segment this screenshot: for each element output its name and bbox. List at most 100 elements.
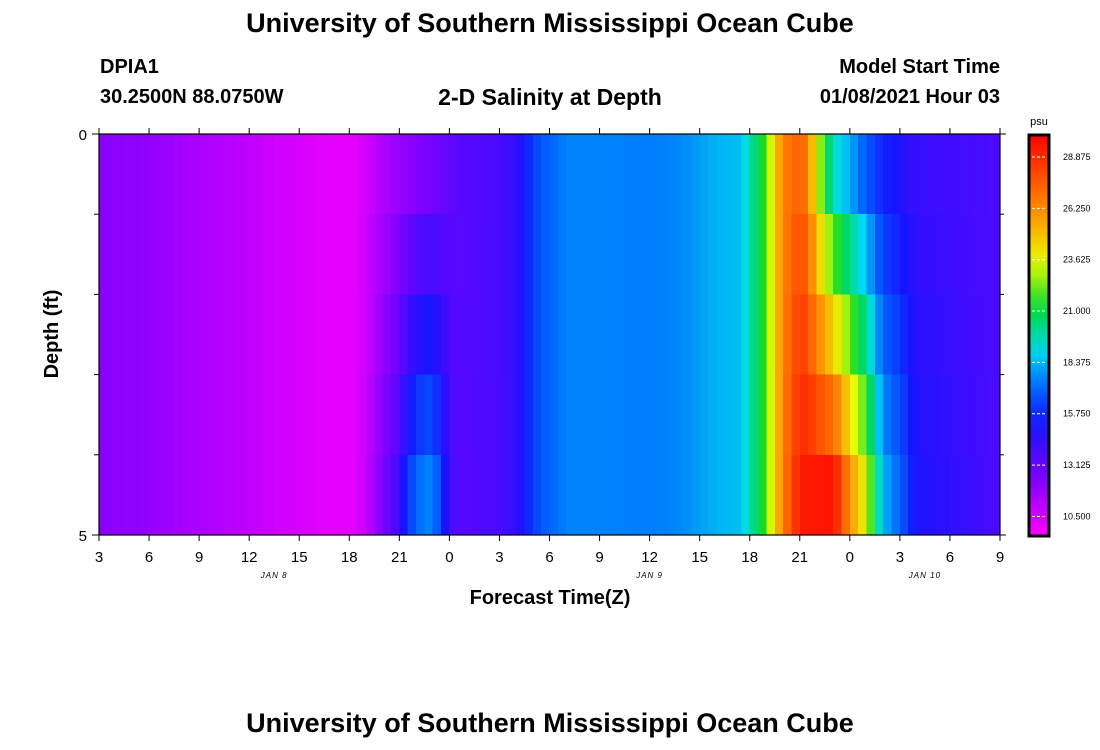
heatmap-cell xyxy=(682,374,692,456)
heatmap-cell xyxy=(541,374,551,456)
heatmap-cell xyxy=(933,134,943,155)
heatmap-cell xyxy=(649,454,659,536)
heatmap-cell xyxy=(557,154,567,215)
heatmap-cell xyxy=(607,294,617,376)
heatmap-cell xyxy=(758,154,767,215)
heatmap-cell xyxy=(507,214,517,295)
heatmap-cell xyxy=(582,154,592,215)
heatmap-cell xyxy=(616,294,626,376)
heatmap-cell xyxy=(207,374,217,456)
heatmap-cell xyxy=(649,154,659,215)
heatmap-cell xyxy=(282,374,292,456)
heatmap-cell xyxy=(457,214,467,295)
heatmap-cell xyxy=(841,134,851,155)
heatmap-cell xyxy=(482,374,492,456)
heatmap-cell xyxy=(224,454,234,536)
heatmap-cell xyxy=(833,294,843,376)
heatmap-cell xyxy=(866,214,876,295)
heatmap-cell xyxy=(758,214,767,295)
heatmap-cell xyxy=(441,374,450,456)
heatmap-cell xyxy=(949,154,959,215)
heatmap-cell xyxy=(974,454,984,536)
heatmap-cell xyxy=(124,454,133,536)
heatmap-cell xyxy=(224,294,234,376)
heatmap-cell xyxy=(466,374,476,456)
model-start-value: 01/08/2021 Hour 03 xyxy=(819,86,1000,108)
x-tick-label: 12 xyxy=(641,549,658,566)
heatmap-cell xyxy=(215,214,225,295)
heatmap-cell xyxy=(632,374,642,456)
heatmap-cell xyxy=(682,154,692,215)
heatmap-cell xyxy=(699,294,709,376)
colorbar-ramp xyxy=(1029,135,1049,536)
heatmap-cell xyxy=(816,134,826,155)
x-tick-label: 6 xyxy=(145,549,153,566)
heatmap-cell xyxy=(799,454,809,536)
heatmap-cell xyxy=(682,294,692,376)
heatmap-cell xyxy=(841,454,851,536)
x-tick-label: 9 xyxy=(595,549,603,566)
heatmap-cell xyxy=(582,374,592,456)
heatmap-cell xyxy=(549,214,559,295)
heatmap-cell xyxy=(724,454,734,536)
heatmap-cell xyxy=(207,134,217,155)
heatmap-cell xyxy=(315,294,325,376)
heatmap-cell xyxy=(524,294,534,376)
heatmap-cell xyxy=(682,454,692,536)
heatmap-cell xyxy=(649,294,659,376)
heatmap-cell xyxy=(507,454,517,536)
heatmap-cell xyxy=(549,294,559,376)
heatmap-cell xyxy=(799,294,809,376)
heatmap-cell xyxy=(616,154,626,215)
heatmap-cell xyxy=(249,154,259,215)
heatmap-cell xyxy=(157,294,167,376)
heatmap-cell xyxy=(107,294,117,376)
heatmap-cell xyxy=(149,374,158,456)
heatmap-cell xyxy=(908,294,918,376)
heatmap-cell xyxy=(741,154,751,215)
heatmap-cell xyxy=(332,154,342,215)
colorbar-tick-label: 21.000 xyxy=(1063,306,1091,316)
heatmap-cell xyxy=(474,214,484,295)
heatmap-cell xyxy=(99,454,108,536)
heatmap-cell xyxy=(624,134,634,155)
heatmap-cell xyxy=(549,134,559,155)
heatmap-cell xyxy=(257,294,267,376)
heatmap-cell xyxy=(799,214,809,295)
heatmap-cell xyxy=(232,214,242,295)
heatmap-cell xyxy=(432,214,442,295)
heatmap-cell xyxy=(708,214,717,295)
heatmap-cell xyxy=(858,214,868,295)
heatmap-cell xyxy=(557,374,567,456)
heatmap-cell xyxy=(974,294,984,376)
heatmap-cell xyxy=(115,374,125,456)
heatmap-cell xyxy=(274,134,284,155)
heatmap-cell xyxy=(758,374,767,456)
heatmap-cell xyxy=(774,154,784,215)
heatmap-cell xyxy=(699,134,709,155)
heatmap-cell xyxy=(874,454,884,536)
heatmap-cell xyxy=(799,154,809,215)
heatmap-cell xyxy=(557,214,567,295)
heatmap-cell xyxy=(566,154,576,215)
station-coords: 30.2500N 88.0750W xyxy=(100,86,284,108)
heatmap-cell xyxy=(115,154,125,215)
heatmap-cell xyxy=(99,374,108,456)
heatmap-cell xyxy=(883,134,893,155)
heatmap-cell xyxy=(641,294,651,376)
x-tick-label: 21 xyxy=(391,549,408,566)
heatmap-cell xyxy=(424,134,434,155)
heatmap-cell xyxy=(641,454,651,536)
heatmap-cell xyxy=(416,374,425,456)
heatmap-cell xyxy=(916,134,926,155)
heatmap-cell xyxy=(766,294,776,376)
heatmap-cell xyxy=(991,294,1001,376)
heatmap-cell xyxy=(340,374,350,456)
heatmap-cell xyxy=(182,374,192,456)
heatmap-cell xyxy=(290,134,300,155)
x-tick-label: 6 xyxy=(545,549,553,566)
heatmap-cell xyxy=(582,454,592,536)
heatmap-cell xyxy=(516,294,526,376)
heatmap-cell xyxy=(224,134,234,155)
heatmap-cell xyxy=(991,374,1001,456)
